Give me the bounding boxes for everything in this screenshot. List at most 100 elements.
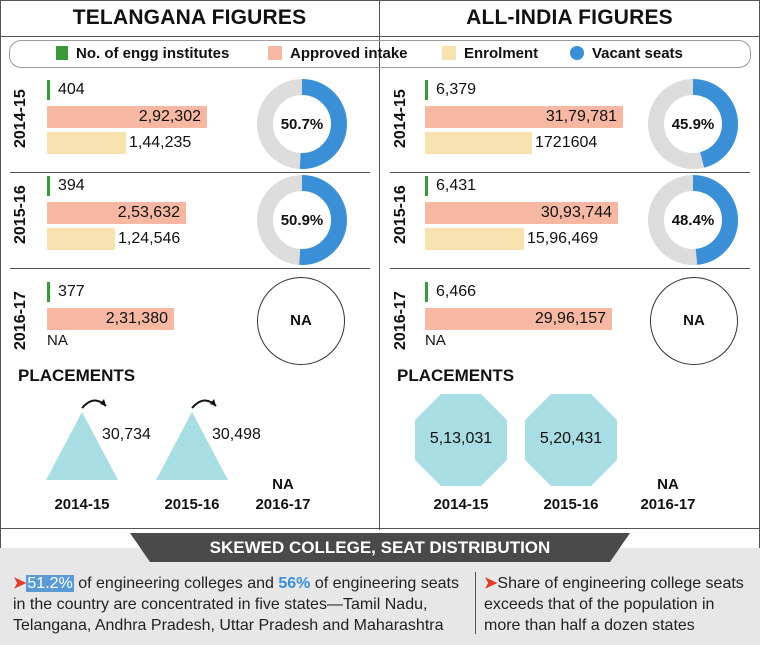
- legend-intake: Approved intake: [268, 45, 408, 62]
- row-separator: [390, 268, 750, 269]
- octagon-shape: [525, 394, 617, 486]
- vacant-donut: 50.7%: [257, 79, 347, 169]
- enrolment-value: 15,96,469: [527, 230, 599, 247]
- placement-octagon: [525, 394, 617, 486]
- intake-value: 29,96,157: [534, 310, 606, 327]
- note-left-arrow-icon: ➤: [13, 575, 27, 592]
- placement-year: 2016-17: [255, 496, 311, 513]
- enrolment-value: 1,24,546: [118, 230, 181, 247]
- institutes-value: 6,431: [436, 177, 477, 194]
- intake-value: 2,53,632: [117, 204, 180, 221]
- intake-bar: [47, 106, 207, 128]
- note-right-text: Share of engineering college seats excee…: [484, 575, 744, 634]
- year-label-2016-17: 2016-17: [392, 291, 409, 350]
- intake-value: 30,93,744: [540, 204, 612, 221]
- enrolment-value: 1721604: [535, 134, 598, 151]
- placement-year: 2015-16: [543, 496, 599, 513]
- placement-year: 2014-15: [54, 496, 110, 513]
- enrolment-value: 1,44,235: [129, 134, 192, 151]
- donut-vacant-arc: [648, 79, 738, 169]
- bottom-divider: [0, 528, 760, 529]
- all-india-title: ALL-INDIA FIGURES: [466, 6, 673, 29]
- vacant-donut: 48.4%: [648, 175, 738, 265]
- enrolment-bar: [47, 228, 115, 250]
- row-separator: [10, 172, 370, 173]
- note-left-text2: of engineering seats in the country are …: [13, 575, 459, 634]
- placement-value: 30,498: [212, 426, 261, 443]
- triangle-shape: [156, 412, 228, 480]
- institutes-bar: [425, 176, 428, 196]
- year-label-2015-16: 2015-16: [12, 185, 29, 244]
- donut-vacant-arc: [648, 175, 738, 265]
- institutes-value: 6,379: [436, 81, 477, 98]
- notes-divider: [475, 572, 476, 634]
- legend-intake-label: Approved intake: [290, 45, 408, 62]
- intake-bar: [425, 202, 618, 224]
- legend-enrolment-label: Enrolment: [464, 45, 539, 62]
- note-right-arrow-icon: ➤: [484, 575, 498, 592]
- institutes-bar: [47, 282, 50, 302]
- legend-vacant: Vacant seats: [570, 45, 683, 62]
- institutes-bar: [425, 282, 428, 302]
- placements-title-india: PLACEMENTS: [397, 366, 515, 385]
- placements-title-telangana: PLACEMENTS: [18, 366, 136, 385]
- placement-octagon: [415, 394, 507, 486]
- vacant-pct-label: 45.9%: [672, 116, 715, 133]
- row-separator: [390, 172, 750, 173]
- legend-institutes-label: No. of engg institutes: [76, 45, 230, 62]
- intake-bar: [47, 202, 186, 224]
- legend-institutes-swatch: [56, 46, 68, 60]
- enrolment-bar: [425, 132, 532, 154]
- year-label-2014-15: 2014-15: [392, 89, 409, 148]
- intake-bar: [47, 308, 174, 330]
- banner-shape: [130, 533, 630, 562]
- legend-intake-swatch: [268, 46, 282, 60]
- enrolment-bar: [425, 228, 524, 250]
- placement-na: NA: [272, 476, 294, 493]
- institutes-value: 394: [58, 177, 85, 194]
- banner-title: SKEWED COLLEGE, SEAT DISTRIBUTION: [209, 538, 551, 557]
- year-label-2014-15: 2014-15: [12, 89, 29, 148]
- year-label-2015-16: 2015-16: [392, 185, 409, 244]
- placement-na: NA: [657, 476, 679, 493]
- institutes-bar: [47, 80, 50, 100]
- placement-triangle: [46, 399, 118, 480]
- triangle-shape: [46, 412, 118, 480]
- placement-year: 2015-16: [164, 496, 220, 513]
- legend-institutes: No. of engg institutes: [56, 45, 229, 62]
- placement-value: 30,734: [102, 426, 151, 443]
- enrolment-value: NA: [47, 332, 68, 349]
- notes-background: [0, 548, 760, 645]
- institutes-bar: [47, 176, 50, 196]
- donut-vacant-arc: [257, 79, 347, 169]
- donut-vacant-arc: [257, 175, 347, 265]
- legend-vacant-swatch: [570, 46, 584, 60]
- row-separator: [10, 268, 370, 269]
- intake-bar: [425, 308, 612, 330]
- legend-vacant-label: Vacant seats: [592, 45, 683, 62]
- note-left-pct2: 56%: [278, 575, 311, 592]
- title-divider: [0, 36, 760, 37]
- growth-arrowhead-icon: [100, 399, 106, 406]
- vacant-pct-label: 48.4%: [672, 212, 715, 229]
- placement-year: 2016-17: [640, 496, 696, 513]
- note-left-text1: of engineering colleges and: [73, 575, 279, 592]
- vacant-pct-label: 50.7%: [281, 116, 324, 133]
- enrolment-value: NA: [425, 332, 446, 349]
- growth-arrowhead-icon: [210, 399, 216, 406]
- institutes-value: 6,466: [436, 283, 477, 300]
- placement-value: 5,20,431: [539, 430, 603, 447]
- legend: No. of engg institutes Approved intake E…: [9, 40, 751, 68]
- intake-value: 2,31,380: [105, 310, 168, 327]
- panel-divider: [379, 0, 380, 530]
- intake-value: 31,79,781: [545, 108, 617, 125]
- intake-bar: [425, 106, 623, 128]
- legend-enrolment-swatch: [442, 46, 456, 60]
- institutes-value: 404: [58, 81, 85, 98]
- placement-year: 2014-15: [433, 496, 489, 513]
- note-left-pct1: 51.2%: [26, 575, 74, 592]
- year-label-2016-17: 2016-17: [12, 291, 29, 350]
- note-right: ➤Share of engineering college seats exce…: [484, 573, 749, 636]
- vacant-pct-label: 50.9%: [281, 212, 324, 229]
- placement-value: 5,13,031: [429, 430, 493, 447]
